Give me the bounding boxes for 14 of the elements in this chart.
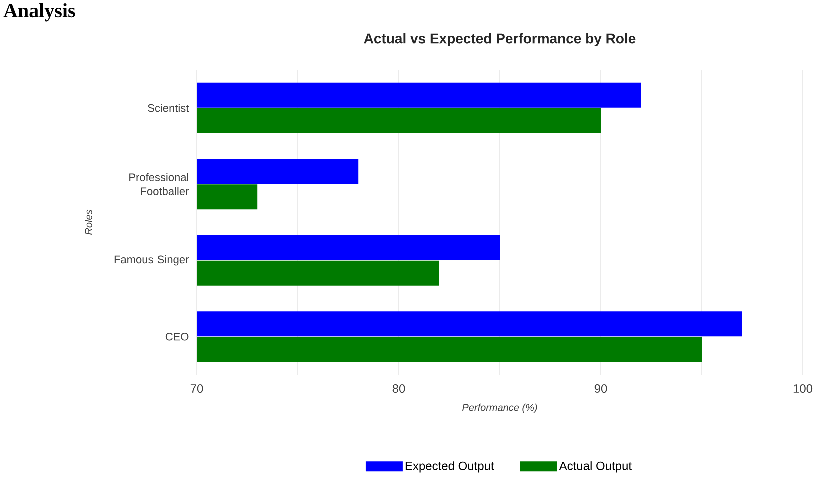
- y-tick-label: Professional Footballer: [130, 173, 190, 196]
- x-tick-label: 70: [190, 384, 204, 394]
- y-axis-title: Roles: [84, 210, 92, 235]
- x-tick-label: 80: [392, 384, 406, 394]
- y-tick-label: Scientist: [148, 104, 190, 112]
- chart-title: Actual vs Expected Performance by Role: [364, 33, 636, 46]
- legend-label: Expected Output: [406, 462, 494, 473]
- x-tick-label: 100: [794, 384, 813, 394]
- text: Analysis: [4, 4, 76, 22]
- legend-label: Actual Output: [559, 462, 632, 473]
- y-tick-label: CEO: [166, 332, 189, 341]
- x-tick-label: 90: [594, 384, 608, 394]
- y-tick-label: Famous Singer: [114, 256, 190, 266]
- x-axis-title: Performance (%): [462, 404, 538, 414]
